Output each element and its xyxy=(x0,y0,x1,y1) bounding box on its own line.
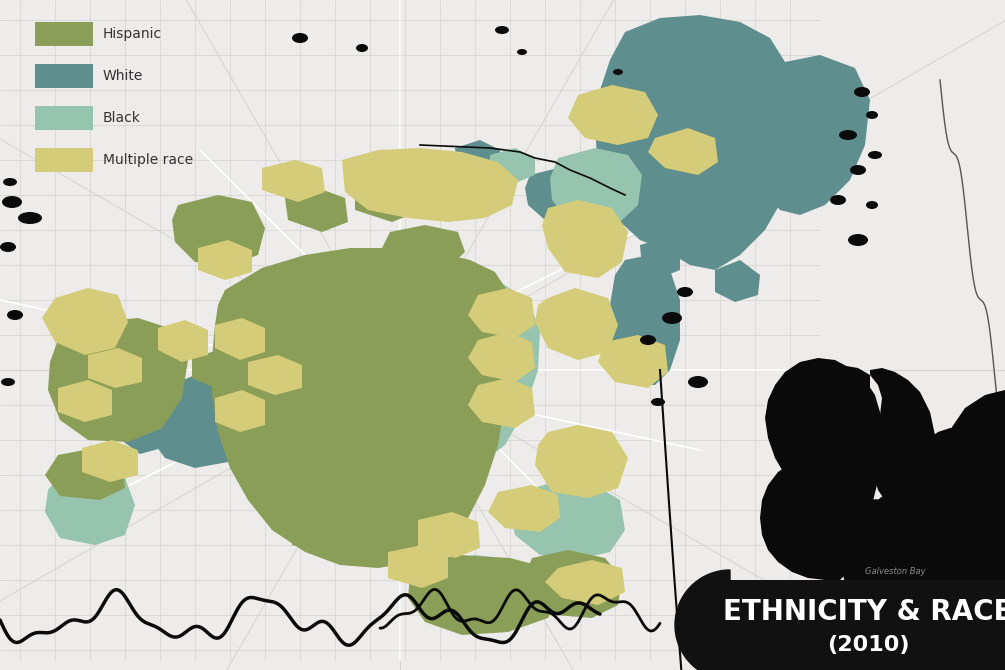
Polygon shape xyxy=(310,262,355,300)
Polygon shape xyxy=(45,470,135,545)
Ellipse shape xyxy=(0,242,16,252)
Ellipse shape xyxy=(356,44,368,52)
Polygon shape xyxy=(408,555,560,635)
Polygon shape xyxy=(545,560,625,605)
Text: White: White xyxy=(103,69,144,83)
Ellipse shape xyxy=(850,165,866,175)
Polygon shape xyxy=(82,440,138,482)
Ellipse shape xyxy=(292,33,308,43)
Polygon shape xyxy=(45,448,125,500)
Polygon shape xyxy=(542,200,628,278)
Polygon shape xyxy=(355,515,415,555)
Polygon shape xyxy=(848,488,1005,670)
Ellipse shape xyxy=(640,335,656,345)
Polygon shape xyxy=(715,260,760,302)
Ellipse shape xyxy=(2,196,22,208)
Polygon shape xyxy=(610,255,680,385)
Polygon shape xyxy=(765,358,882,505)
Polygon shape xyxy=(535,425,628,498)
Polygon shape xyxy=(840,500,1005,670)
Text: (2010): (2010) xyxy=(827,635,910,655)
Ellipse shape xyxy=(868,151,882,159)
Ellipse shape xyxy=(866,111,878,119)
Polygon shape xyxy=(158,320,208,362)
Bar xyxy=(35,22,93,46)
Polygon shape xyxy=(215,390,265,432)
Polygon shape xyxy=(428,555,538,622)
Polygon shape xyxy=(760,458,876,580)
Polygon shape xyxy=(88,348,142,388)
Polygon shape xyxy=(455,140,502,182)
Polygon shape xyxy=(870,430,1005,670)
Polygon shape xyxy=(568,85,658,145)
Polygon shape xyxy=(235,322,282,362)
Polygon shape xyxy=(648,128,718,175)
Polygon shape xyxy=(48,318,188,442)
Ellipse shape xyxy=(848,234,868,246)
Polygon shape xyxy=(640,238,680,278)
Polygon shape xyxy=(488,485,560,532)
Polygon shape xyxy=(788,365,1005,670)
Polygon shape xyxy=(385,155,430,195)
Polygon shape xyxy=(800,420,880,540)
Polygon shape xyxy=(595,15,800,270)
Polygon shape xyxy=(510,482,625,560)
Polygon shape xyxy=(355,178,418,222)
Polygon shape xyxy=(290,512,358,555)
Polygon shape xyxy=(468,378,535,428)
Text: ETHNICITY & RACE: ETHNICITY & RACE xyxy=(724,598,1005,626)
Text: Galveston Bay: Galveston Bay xyxy=(864,567,926,576)
Ellipse shape xyxy=(662,312,682,324)
Ellipse shape xyxy=(866,201,878,209)
Ellipse shape xyxy=(495,26,509,34)
Polygon shape xyxy=(800,428,1005,670)
Ellipse shape xyxy=(613,69,623,75)
Polygon shape xyxy=(525,550,622,618)
Ellipse shape xyxy=(7,310,23,320)
Ellipse shape xyxy=(677,287,693,297)
Polygon shape xyxy=(535,288,618,360)
Polygon shape xyxy=(388,545,448,588)
Polygon shape xyxy=(342,148,518,222)
Bar xyxy=(730,580,1005,670)
Polygon shape xyxy=(490,148,535,183)
Polygon shape xyxy=(675,570,730,670)
Bar xyxy=(35,148,93,172)
Ellipse shape xyxy=(18,212,42,224)
Ellipse shape xyxy=(651,398,665,406)
Polygon shape xyxy=(598,335,668,388)
Polygon shape xyxy=(192,350,238,388)
Polygon shape xyxy=(305,268,540,480)
Ellipse shape xyxy=(830,195,846,205)
Polygon shape xyxy=(382,225,465,272)
Polygon shape xyxy=(468,332,535,382)
Polygon shape xyxy=(285,188,348,232)
Bar xyxy=(35,64,93,88)
Polygon shape xyxy=(172,195,265,265)
Polygon shape xyxy=(248,355,302,395)
Ellipse shape xyxy=(854,87,870,97)
Polygon shape xyxy=(58,380,112,422)
Polygon shape xyxy=(42,288,128,355)
Ellipse shape xyxy=(1,378,15,386)
Text: Multiple race: Multiple race xyxy=(103,153,193,167)
Ellipse shape xyxy=(839,130,857,140)
Ellipse shape xyxy=(3,178,17,186)
Polygon shape xyxy=(525,168,585,220)
Polygon shape xyxy=(550,148,642,228)
Bar xyxy=(35,106,93,130)
Ellipse shape xyxy=(688,376,708,388)
Polygon shape xyxy=(212,248,512,568)
Polygon shape xyxy=(198,240,252,280)
Polygon shape xyxy=(468,288,535,338)
Polygon shape xyxy=(418,512,480,558)
Polygon shape xyxy=(124,418,165,454)
Polygon shape xyxy=(148,375,255,468)
Ellipse shape xyxy=(517,49,527,55)
Text: Hispanic: Hispanic xyxy=(103,27,162,41)
Polygon shape xyxy=(215,318,265,360)
Polygon shape xyxy=(758,55,870,215)
Polygon shape xyxy=(262,160,325,202)
Text: Black: Black xyxy=(103,111,141,125)
